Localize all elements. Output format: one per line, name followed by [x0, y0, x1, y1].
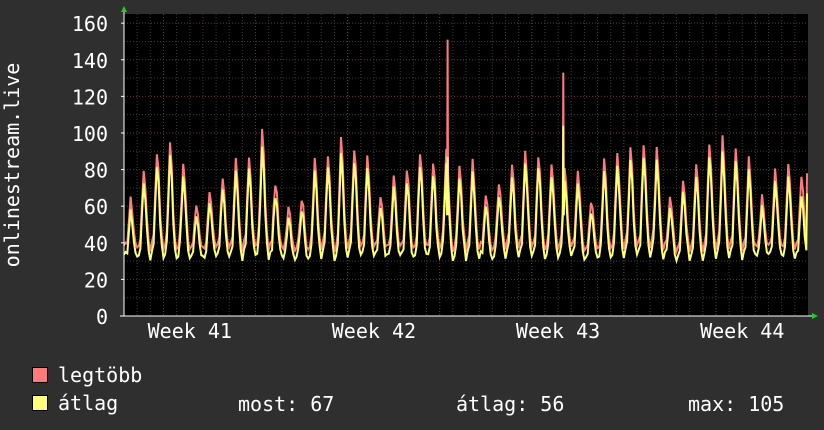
x-tick-label: Week 42	[332, 319, 416, 343]
y-tick-label: 80	[84, 159, 108, 183]
stat-maximum: max: 105	[688, 392, 785, 416]
y-axis-label: onlinestream.live	[0, 63, 24, 268]
legend-item-avg: átlag	[32, 392, 118, 414]
y-tick-label: 140	[72, 49, 108, 73]
series-lines	[123, 39, 808, 265]
axes	[120, 6, 818, 319]
x-axis-arrow-icon	[812, 313, 818, 319]
y-axis-arrow-icon	[121, 6, 127, 12]
series-line-avg	[123, 125, 808, 265]
y-tick-label: 40	[84, 232, 108, 256]
stat-average: átlag: 56	[456, 392, 565, 416]
y-tick-label: 0	[96, 305, 108, 329]
x-tick-label: Week 43	[516, 319, 600, 343]
y-tick-labels: 0 20 40 60 80 100 120 140 160	[72, 12, 108, 329]
y-tick-label: 20	[84, 268, 108, 292]
legend-swatch-avg	[32, 395, 48, 411]
legend-label-avg: átlag	[58, 391, 119, 415]
y-tick-label: 160	[72, 12, 108, 36]
legend-item-max: legtöbb	[32, 364, 142, 386]
x-tick-label: Week 44	[700, 319, 784, 343]
legend-swatch-max	[32, 367, 48, 383]
legend-label-max: legtöbb	[58, 363, 143, 387]
stat-current: most: 67	[238, 392, 335, 416]
x-tick-label: Week 41	[148, 319, 232, 343]
x-tick-labels: Week 41 Week 42 Week 43 Week 44	[148, 319, 785, 343]
y-tick-label: 60	[84, 195, 108, 219]
y-tick-label: 100	[72, 122, 108, 146]
y-tick-label: 120	[72, 85, 108, 109]
